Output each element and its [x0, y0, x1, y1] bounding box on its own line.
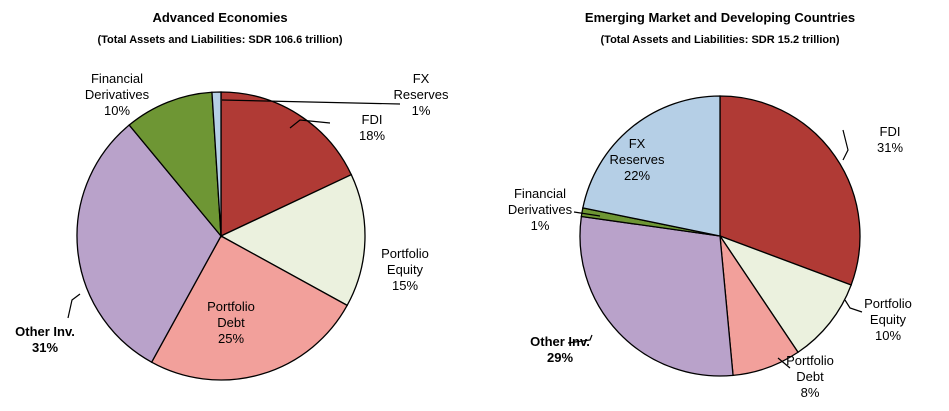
slice-label: Other Inv. 31% — [5, 324, 85, 356]
slice-label: FDI 31% — [860, 124, 920, 156]
slice-label: Other Inv. 29% — [520, 334, 600, 366]
leader-line — [844, 299, 863, 313]
slice-category: FX Reserves — [609, 136, 665, 167]
slice-label: FX Reserves 22% — [607, 136, 667, 184]
chart-subtitle-text: (Total Assets and Liabilities: SDR 106.6… — [97, 34, 343, 46]
slice-category: Financial Derivatives — [84, 71, 150, 102]
slice-category: Other Inv. — [530, 334, 590, 349]
chart-title: Advanced Economies — [152, 10, 287, 25]
slice-label: FDI 18% — [342, 112, 402, 144]
slice-category: Portfolio Equity — [864, 296, 912, 327]
slice-value: 15% — [391, 278, 419, 293]
pie-slice — [219, 173, 366, 307]
pie-slice — [719, 95, 861, 286]
slice-value: 25% — [217, 331, 245, 346]
slice-category: Other Inv. — [15, 324, 75, 339]
leader-line — [567, 334, 593, 344]
slice-label: FX Reserves 1% — [391, 71, 451, 119]
leader-line — [777, 357, 791, 369]
chart-subtitle-text: (Total Assets and Liabilities: SDR 15.2 … — [600, 34, 840, 46]
slice-value: 1% — [530, 218, 550, 233]
pie-slice — [220, 91, 353, 238]
leader-line — [67, 293, 81, 319]
chart-title-text: Emerging Market and Developing Countries — [584, 10, 856, 25]
slice-value: 10% — [103, 103, 131, 118]
leader-line — [842, 129, 849, 161]
slice-category: Portfolio Equity — [381, 246, 429, 277]
slice-category: FX Reserves — [393, 71, 449, 102]
slice-label: Portfolio Equity 15% — [370, 246, 440, 294]
slice-value: 1% — [411, 103, 431, 118]
pie-slice — [150, 235, 349, 381]
slice-category: FDI — [361, 112, 383, 127]
pie-slice — [718, 234, 852, 354]
slice-label: Financial Derivatives 10% — [72, 71, 162, 119]
chart-title: Emerging Market and Developing Countries — [585, 10, 855, 25]
slice-label: Portfolio Debt 25% — [196, 299, 266, 347]
slice-value: 22% — [623, 168, 651, 183]
slice-category: Portfolio Debt — [207, 299, 255, 330]
pie-slice — [211, 91, 222, 237]
slice-label: Portfolio Debt 8% — [775, 353, 845, 401]
slice-value: 18% — [358, 128, 386, 143]
slice-value: 31% — [876, 140, 904, 155]
slice-category: FDI — [879, 124, 901, 139]
slice-category: Financial Derivatives — [507, 186, 573, 217]
slice-value: 31% — [31, 340, 59, 355]
slice-label: Financial Derivatives 1% — [495, 186, 585, 234]
slice-label: Portfolio Equity 10% — [853, 296, 923, 344]
pie-slice — [76, 124, 222, 364]
leader-line — [221, 99, 401, 105]
leader-line — [289, 119, 331, 129]
pie-slice — [582, 95, 721, 237]
chart-subtitle: (Total Assets and Liabilities: SDR 106.6… — [97, 34, 342, 46]
slice-value: 10% — [874, 328, 902, 343]
pie-slice — [579, 215, 734, 377]
leader-line — [573, 211, 601, 217]
slice-value: 8% — [800, 385, 820, 400]
pie-slice — [128, 91, 222, 238]
slice-category: Portfolio Debt — [786, 353, 834, 384]
chart-subtitle: (Total Assets and Liabilities: SDR 15.2 … — [601, 34, 840, 46]
slice-value: 29% — [546, 350, 574, 365]
chart-title-text: Advanced Economies — [152, 10, 288, 25]
